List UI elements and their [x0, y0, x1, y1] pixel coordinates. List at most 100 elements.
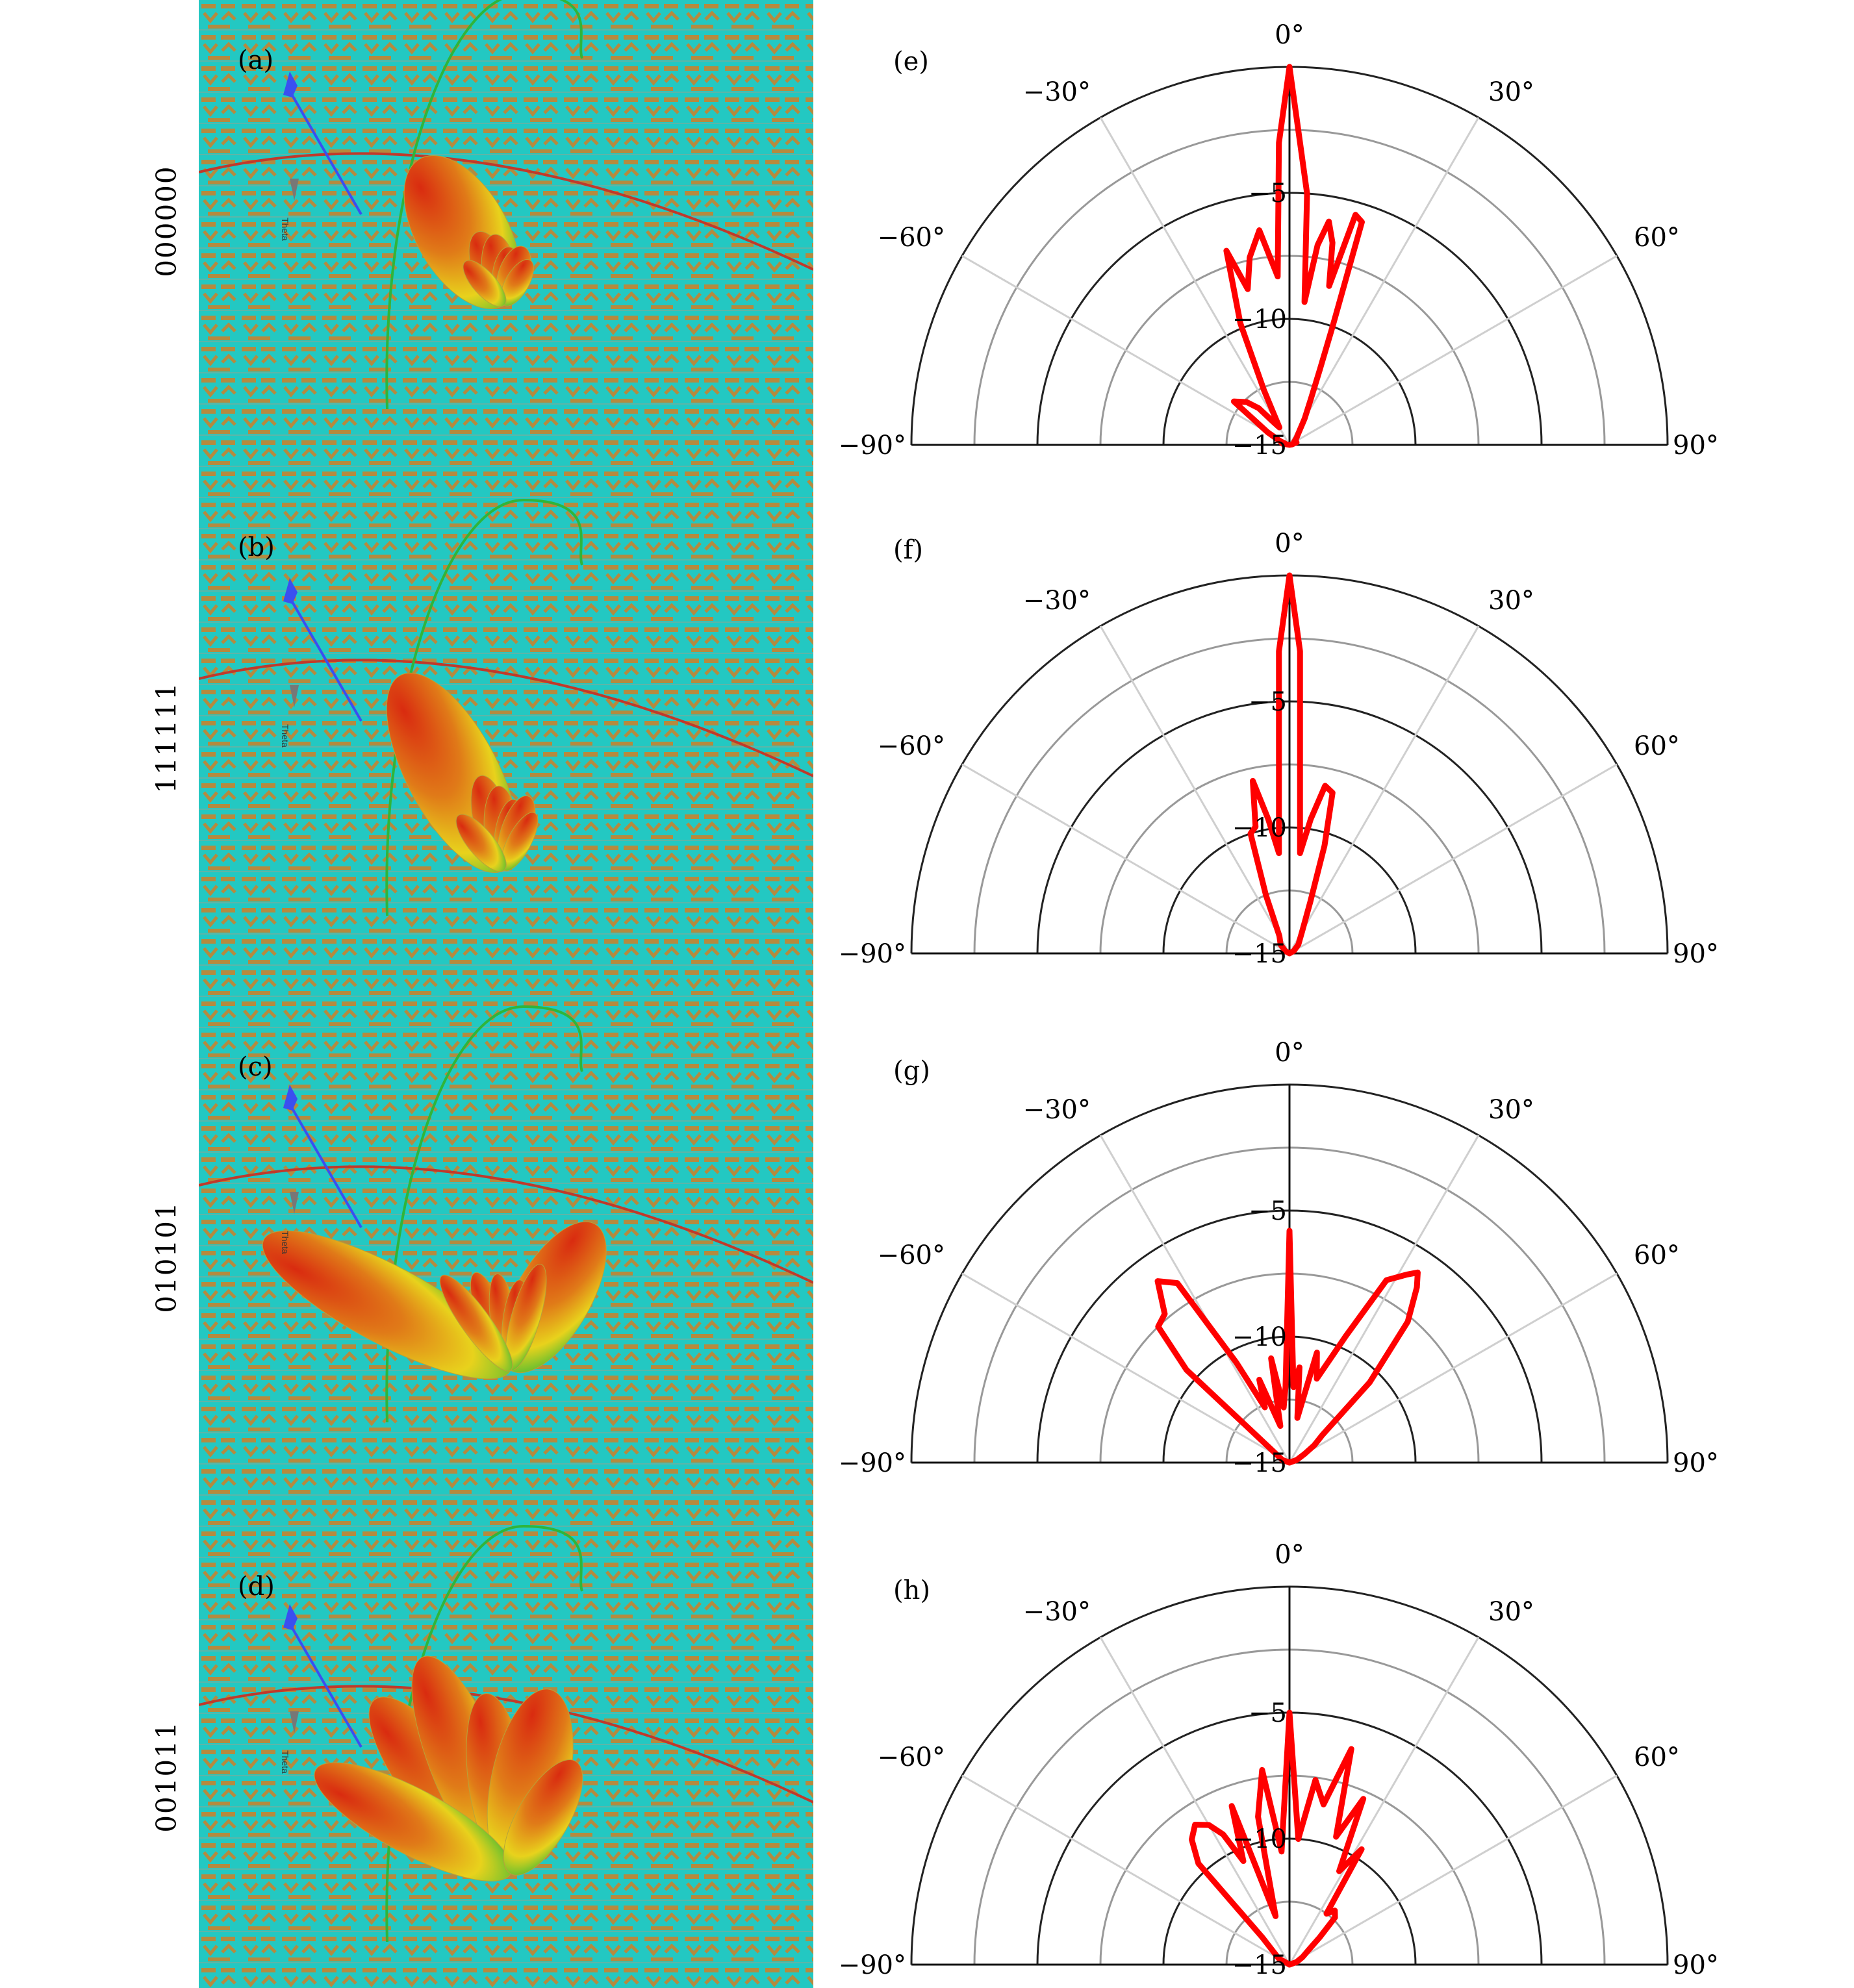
polar-plot-f: −90° −60° −30° 0° 30° 60° 90° −5 −10 −15 (f) [839, 529, 1719, 969]
panel-tag: (e) [893, 47, 929, 77]
z-axis-arrow [283, 578, 298, 604]
theta-axis-arrow [290, 1192, 299, 1214]
angle-tick-label: 30° [1488, 1095, 1534, 1125]
grid-spoke [1289, 763, 1618, 955]
angle-tick-label: 60° [1634, 731, 1680, 761]
angle-tick-label: −60° [878, 1240, 945, 1270]
angle-tick-label: 30° [1488, 77, 1534, 107]
radial-tick-label: −5 [1249, 179, 1287, 208]
pattern-panel-c: Theta [199, 1005, 813, 1423]
reference-arc [199, 659, 813, 777]
angle-tick-label: −30° [1023, 77, 1091, 107]
angle-tick-label: 90° [1673, 939, 1719, 969]
radial-tick-label: −10 [1232, 813, 1287, 843]
radial-tick-label: −5 [1249, 1196, 1287, 1226]
radial-tick-label: −5 [1249, 1698, 1287, 1728]
panel-tag: (g) [893, 1056, 930, 1086]
radial-tick-label: −10 [1232, 305, 1287, 334]
grid-spoke [1099, 1135, 1291, 1463]
theta-axis-arrow [290, 1711, 299, 1733]
angle-tick-label: −30° [1023, 1095, 1091, 1125]
z-axis-line [288, 90, 362, 216]
theta-axis-label: Theta [280, 724, 290, 748]
angle-tick-label: −60° [878, 731, 945, 761]
z-axis-arrow [283, 71, 298, 97]
grid-spoke [1288, 1637, 1480, 1965]
reference-arc [199, 1165, 813, 1284]
angle-tick-label: −30° [1023, 1597, 1091, 1627]
angle-tick-label: 30° [1488, 586, 1534, 616]
angle-tick-label: −30° [1023, 586, 1091, 616]
angle-tick-label: −90° [839, 1950, 906, 1980]
grid-spoke [1288, 117, 1480, 446]
panel-tag-d: (d) [238, 1572, 275, 1602]
radial-tick-label: −15 [1232, 939, 1287, 969]
angle-tick-label: −60° [878, 1743, 945, 1772]
radial-tick-label: −10 [1232, 1824, 1287, 1854]
theta-axis-label: Theta [280, 1231, 290, 1254]
angle-tick-label: −90° [839, 939, 906, 969]
angle-tick-label: −90° [839, 1448, 906, 1478]
theta-axis-label: Theta [280, 1750, 290, 1774]
pattern-panel-a: Theta [199, 0, 813, 410]
grid-spoke [1099, 1637, 1291, 1965]
radial-tick-label: −15 [1232, 1448, 1287, 1478]
pattern-trace [1189, 1709, 1367, 1968]
metasurface-pattern [199, 0, 813, 1988]
panel-tag: (f) [893, 535, 923, 565]
grid-spoke [961, 1774, 1290, 1966]
radiation-lobe [503, 1759, 583, 1876]
radiation-lobe [463, 260, 507, 307]
polar-plot-g: −90° −60° −30° 0° 30° 60° 90° −5 −10 −15 (g) [839, 1038, 1719, 1478]
theta-axis-arrow [290, 179, 299, 201]
z-axis-line [288, 1622, 362, 1748]
pattern-panel-b: Theta [199, 498, 813, 916]
angle-tick-label: 30° [1488, 1597, 1534, 1627]
angle-tick-label: 60° [1634, 1240, 1680, 1270]
pattern-panel-d: Theta [199, 1524, 813, 1943]
pattern-trace [1247, 572, 1336, 957]
grid-spoke [961, 1272, 1290, 1464]
angle-tick-label: 0° [1275, 529, 1304, 559]
z-axis-arrow [283, 1085, 298, 1111]
z-axis-arrow [283, 1604, 298, 1630]
angle-tick-label: 90° [1673, 1448, 1719, 1478]
polar-plot-e: −90° −60° −30° 0° 30° 60° 90° −5 −10 −15 (e) [839, 20, 1719, 460]
panel-tag-a: (a) [238, 45, 274, 75]
grid-spoke [961, 255, 1290, 446]
angle-tick-label: 60° [1634, 1743, 1680, 1772]
grid-spoke [1289, 255, 1618, 446]
grid-spoke [1289, 1272, 1618, 1464]
grid-spoke [961, 763, 1290, 955]
angle-tick-label: 90° [1673, 431, 1719, 460]
radiation-lobe [439, 1274, 513, 1372]
radial-tick-label: −15 [1232, 1950, 1287, 1980]
theta-axis-arrow [290, 685, 299, 707]
pattern-trace [1223, 64, 1365, 448]
angle-tick-label: −90° [839, 431, 906, 460]
reference-arc [199, 152, 813, 271]
theta-axis-label: Theta [280, 218, 290, 241]
radial-tick-label: −15 [1232, 431, 1287, 460]
angle-tick-label: 0° [1275, 1540, 1304, 1570]
grid-spoke [1288, 1135, 1480, 1463]
angle-tick-label: 90° [1673, 1950, 1719, 1980]
radial-tick-label: −5 [1249, 687, 1287, 717]
panel-tag-c: (c) [238, 1052, 273, 1082]
radiation-pattern-strip: Theta Theta Theta Theta [199, 0, 813, 1988]
radiation-lobe [455, 814, 507, 872]
grid-spoke [1099, 117, 1291, 446]
radial-tick-label: −10 [1232, 1322, 1287, 1352]
radiation-pattern-canvas: Theta Theta Theta Theta [199, 0, 813, 1988]
phi-trace [385, 498, 583, 916]
z-axis-line [288, 596, 362, 722]
angle-tick-label: −60° [878, 223, 945, 253]
grid-spoke [1099, 625, 1291, 954]
polar-plot-h: −90° −60° −30° 0° 30° 60° 90° −5 −10 −15 (h) [839, 1540, 1719, 1980]
pattern-trace [1154, 1227, 1421, 1466]
z-axis-line [288, 1103, 362, 1229]
grid-spoke [1288, 625, 1480, 954]
panel-tag-b: (b) [238, 533, 275, 562]
grid-spoke [1289, 1774, 1618, 1966]
